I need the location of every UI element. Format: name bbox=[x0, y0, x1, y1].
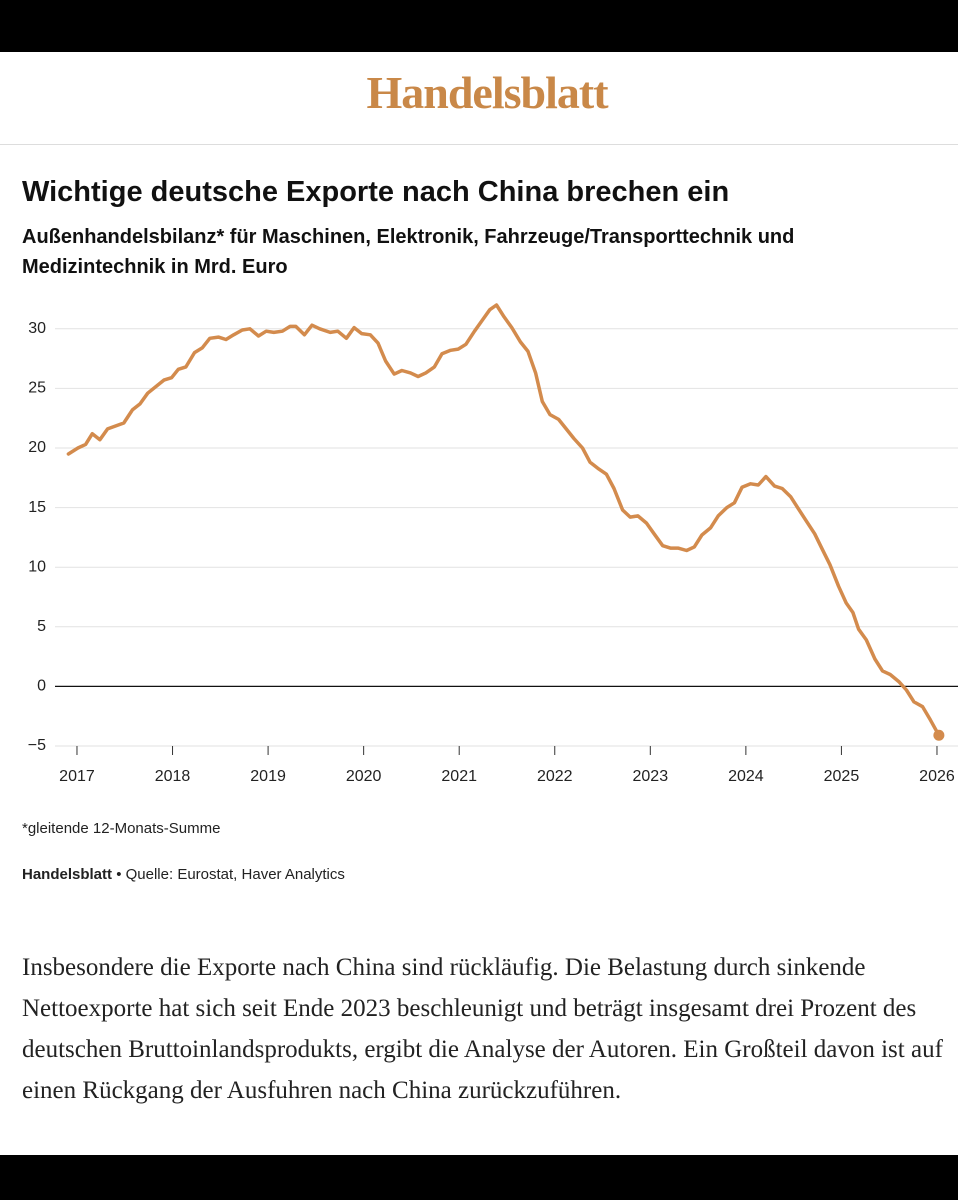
y-tick-label: 20 bbox=[28, 439, 46, 456]
divider bbox=[0, 144, 958, 145]
y-tick-label: −5 bbox=[28, 737, 46, 754]
x-tick-label: 2022 bbox=[537, 768, 573, 785]
x-tick-label: 2021 bbox=[441, 768, 477, 785]
article-paragraph: Insbesondere die Exporte nach China sind… bbox=[22, 954, 943, 1104]
x-tick-label: 2026 bbox=[919, 768, 955, 785]
chart-title: Wichtige deutsche Exporte nach China bre… bbox=[22, 176, 730, 208]
x-tick-label: 2025 bbox=[824, 768, 860, 785]
source: Handelsblatt • Quelle: Eurostat, Haver A… bbox=[22, 866, 345, 883]
separator: • bbox=[116, 866, 122, 883]
end-point bbox=[933, 729, 945, 741]
y-tick-label: 5 bbox=[37, 618, 46, 635]
y-tick-label: 0 bbox=[37, 678, 46, 695]
logo[interactable]: Handelsblatt bbox=[366, 67, 608, 118]
footnote: *gleitende 12-Monats-Summe bbox=[22, 820, 221, 837]
x-tick-label: 2024 bbox=[728, 768, 764, 785]
x-tick-label: 2020 bbox=[346, 768, 382, 785]
x-tick-label: 2019 bbox=[250, 768, 286, 785]
x-tick-label: 2023 bbox=[633, 768, 669, 785]
y-tick-label: 25 bbox=[28, 380, 46, 397]
page: Handelsblatt Wichtige deutsche Exporte n… bbox=[0, 52, 958, 1155]
source-brand: Handelsblatt bbox=[22, 866, 113, 883]
x-tick-label: 2017 bbox=[59, 768, 95, 785]
chart-subtitle: Außenhandelsbilanz* für Maschinen, Elekt… bbox=[22, 226, 795, 278]
source-text: Quelle: Eurostat, Haver Analytics bbox=[125, 866, 345, 883]
y-tick-label: 30 bbox=[28, 320, 46, 337]
y-tick-label: 15 bbox=[28, 499, 46, 516]
data-line bbox=[66, 303, 941, 738]
y-tick-label: 10 bbox=[28, 558, 46, 575]
x-tick-label: 2018 bbox=[155, 768, 191, 785]
